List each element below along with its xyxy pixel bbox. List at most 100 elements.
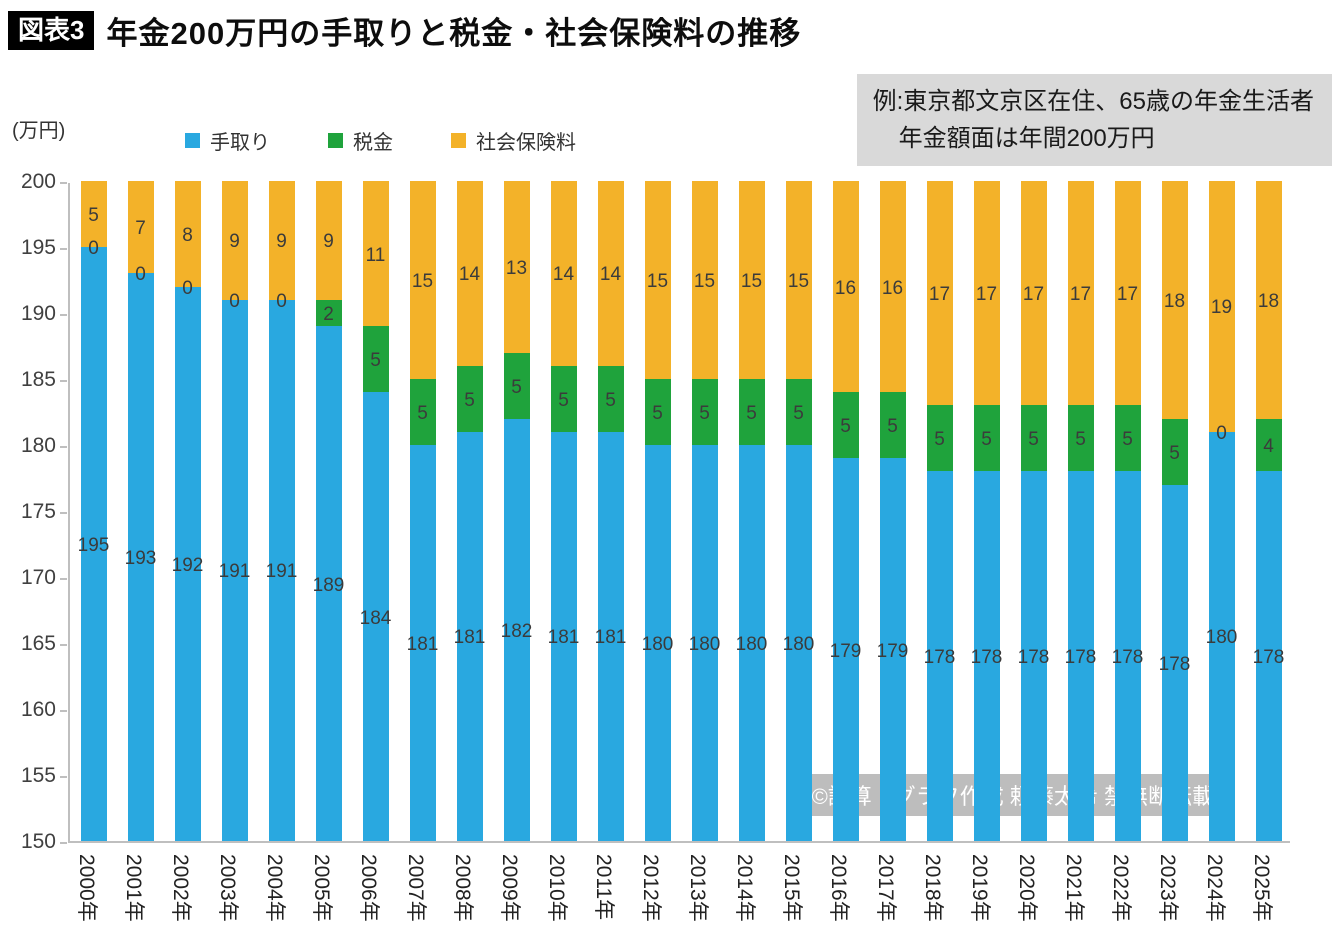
y-axis-tick-mark <box>60 182 67 184</box>
bar-segment-tax <box>644 379 671 445</box>
bar-value-label-tax: 4 <box>1263 436 1274 457</box>
bar-value-label-takehome: 181 <box>547 627 580 649</box>
bar-segment-social-insurance <box>315 181 342 300</box>
bar-segment-takehome <box>550 431 577 841</box>
bar-segment-tax <box>1020 405 1047 472</box>
bar-value-label-social-insurance: 15 <box>740 271 763 292</box>
bar-value-label-social-insurance: 9 <box>276 231 287 253</box>
bar-segment-takehome <box>268 299 295 841</box>
bar-value-label-tax: 0 <box>182 277 193 299</box>
bar-segment-tax <box>738 379 765 445</box>
bar-value-label-social-insurance: 9 <box>323 231 334 253</box>
bar-segment-tax <box>785 379 812 445</box>
y-axis-tick-label: 180 <box>20 434 56 457</box>
bar-segment-tax <box>409 379 436 445</box>
bar-value-label-social-insurance: 17 <box>928 284 951 306</box>
bar-value-label-takehome: 178 <box>970 647 1003 669</box>
bar-value-label-tax: 5 <box>464 389 475 411</box>
bar-segment-tax <box>1067 405 1094 472</box>
bar-value-label-takehome: 180 <box>688 634 721 655</box>
bar-value-label-tax: 0 <box>88 238 99 259</box>
y-axis-tick-label: 200 <box>20 170 56 193</box>
bar-segment-takehome <box>1114 471 1141 841</box>
note-box: 例:東京都文京区在住、65歳の年金生活者 年金額面は年間200万円 <box>856 74 1332 167</box>
bar-segment-social-insurance <box>221 181 248 300</box>
bar-value-label-social-insurance: 13 <box>505 257 528 279</box>
bar-value-label-social-insurance: 7 <box>135 218 146 240</box>
bar-segment-takehome <box>221 299 248 841</box>
bar-value-label-takehome: 178 <box>1017 647 1050 669</box>
bar-value-label-tax: 5 <box>652 403 663 424</box>
bar-segment-tax <box>879 392 906 459</box>
y-axis-tick-label: 150 <box>20 830 56 853</box>
bar-value-label-tax: 2 <box>323 304 334 325</box>
x-axis-tick-label: 2012年 <box>638 854 662 922</box>
bar-value-label-takehome: 178 <box>1111 647 1144 669</box>
bar-value-label-tax: 5 <box>1028 429 1039 451</box>
page-title: 年金200万円の手取りと税金・社会保険料の推移 <box>106 16 802 51</box>
bar-segment-social-insurance <box>1255 181 1282 419</box>
legend-item-1: 税金 <box>328 126 393 155</box>
legend-label: 社会保険料 <box>476 132 576 154</box>
bar-value-label-tax: 0 <box>1216 422 1227 444</box>
bar-value-label-tax: 5 <box>1122 429 1133 451</box>
bar-segment-tax <box>832 392 859 459</box>
bar-value-label-takehome: 180 <box>782 634 815 655</box>
figure-header: 図表3 年金200万円の手取りと税金・社会保険料の推移 <box>8 8 801 53</box>
x-axis-tick-label: 2007年 <box>403 854 427 922</box>
bar-segment-social-insurance <box>785 181 812 379</box>
bar-segment-takehome <box>1020 471 1047 841</box>
bar-value-label-social-insurance: 15 <box>787 271 810 292</box>
bar-value-label-tax: 0 <box>229 290 240 312</box>
bar-value-label-takehome: 180 <box>641 634 674 655</box>
bar-value-label-takehome: 179 <box>876 640 909 662</box>
bar-segment-takehome <box>1208 431 1235 841</box>
bar-segment-tax <box>1255 418 1282 472</box>
bar-segment-takehome <box>691 445 718 841</box>
x-axis-tick-label: 2001年 <box>121 854 145 922</box>
bar-value-label-takehome: 179 <box>829 640 862 662</box>
bar-value-label-tax: 5 <box>511 376 522 398</box>
bar-segment-tax <box>550 365 577 432</box>
y-axis-tick-mark <box>60 776 67 778</box>
bar-value-label-tax: 5 <box>558 389 569 411</box>
x-axis-tick-label: 2006年 <box>356 854 380 922</box>
bar-value-label-takehome: 180 <box>735 634 768 655</box>
bar-segment-social-insurance <box>879 181 906 393</box>
bar-value-label-social-insurance: 18 <box>1163 290 1186 312</box>
bar-value-label-tax: 0 <box>135 264 146 286</box>
bar-segment-social-insurance <box>832 181 859 393</box>
x-axis-tick-label: 2021年 <box>1061 854 1085 922</box>
bar-value-label-takehome: 181 <box>594 627 627 649</box>
bar-value-label-social-insurance: 14 <box>599 264 622 286</box>
bar-segment-social-insurance <box>80 181 107 247</box>
y-axis-tick-mark <box>60 314 67 316</box>
bar-value-label-social-insurance: 5 <box>88 205 99 226</box>
bar-segment-takehome <box>315 326 342 841</box>
bar-segment-takehome <box>832 458 859 841</box>
bar-segment-tax <box>597 365 624 432</box>
note-line-1: 例:東京都文京区在住、65歳の年金生活者 <box>872 88 1314 115</box>
bar-segment-social-insurance <box>1208 181 1235 432</box>
chart-legend: 手取り 税金 社会保険料 <box>185 126 576 155</box>
bar-segment-social-insurance <box>926 181 953 406</box>
bar-value-label-takehome: 178 <box>923 647 956 669</box>
bar-segment-tax <box>1114 405 1141 472</box>
bar-value-label-social-insurance: 15 <box>646 271 669 292</box>
bar-value-label-social-insurance: 19 <box>1210 297 1233 319</box>
bar-value-label-tax: 5 <box>934 429 945 451</box>
figure-tag: 図表3 <box>8 11 95 50</box>
bar-segment-takehome <box>738 445 765 841</box>
x-axis-tick-label: 2019年 <box>967 854 991 922</box>
x-axis-tick-label: 2005年 <box>309 854 333 922</box>
bar-value-label-social-insurance: 17 <box>1022 284 1045 306</box>
bar-value-label-social-insurance: 17 <box>975 284 998 306</box>
x-axis-tick-label: 2017年 <box>873 854 897 922</box>
y-axis-tick-mark <box>60 446 67 448</box>
x-axis-tick-label: 2002年 <box>168 854 192 922</box>
bar-segment-takehome <box>409 445 436 841</box>
legend-swatch-icon <box>328 133 343 148</box>
legend-swatch-icon <box>451 133 466 148</box>
bar-segment-tax <box>691 379 718 445</box>
x-axis-tick-label: 2025年 <box>1249 854 1273 922</box>
